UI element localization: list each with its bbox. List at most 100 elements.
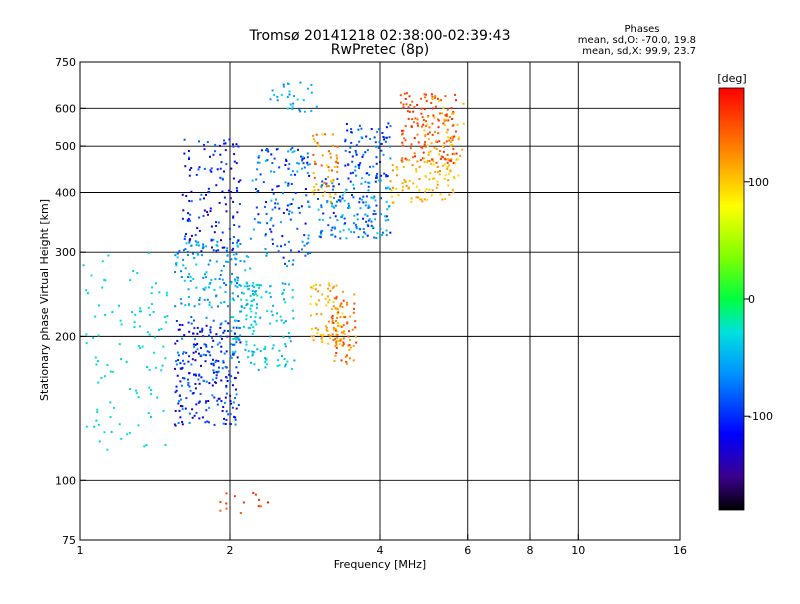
data-point (334, 215, 337, 218)
data-point (327, 169, 330, 172)
data-point (214, 150, 216, 153)
data-point (198, 417, 201, 420)
data-point (337, 311, 340, 314)
data-point (375, 237, 378, 239)
data-point (446, 108, 449, 111)
data-point (225, 283, 227, 286)
data-point (419, 146, 422, 149)
data-point (331, 169, 333, 172)
data-point (344, 149, 347, 152)
data-point (264, 234, 267, 237)
data-point (290, 203, 293, 205)
data-point (331, 202, 333, 205)
data-point (174, 271, 177, 273)
data-point (298, 211, 301, 214)
data-point (390, 195, 393, 198)
data-point (230, 316, 233, 319)
data-point (335, 284, 338, 287)
data-point (232, 143, 234, 146)
data-point (407, 106, 410, 109)
data-point (197, 168, 200, 171)
data-point (215, 295, 217, 298)
data-point (256, 283, 259, 286)
data-point (320, 186, 323, 189)
data-point (302, 156, 304, 159)
data-point (161, 364, 164, 367)
data-point (329, 216, 332, 219)
data-point (448, 193, 451, 196)
data-point (404, 98, 407, 100)
data-point (389, 231, 392, 234)
data-point (428, 178, 431, 181)
data-point (209, 169, 212, 172)
data-point (282, 291, 285, 294)
data-point (206, 420, 209, 423)
colorbar-label: [deg] (717, 72, 746, 85)
data-point (365, 201, 368, 204)
data-point (185, 351, 188, 354)
data-point (187, 378, 189, 381)
data-point (385, 175, 388, 178)
data-point (181, 377, 184, 379)
data-point (376, 130, 379, 133)
data-point (194, 387, 197, 390)
data-point (249, 307, 252, 310)
data-point (391, 164, 394, 167)
data-point (414, 155, 416, 158)
data-point (255, 283, 258, 286)
colorbar (718, 87, 745, 511)
data-point (336, 170, 339, 173)
data-point (314, 163, 317, 165)
data-point (403, 179, 406, 181)
data-point (296, 98, 299, 101)
data-point (407, 117, 410, 120)
data-point (350, 128, 353, 131)
data-point (452, 176, 455, 179)
data-point (310, 328, 313, 330)
data-point (109, 401, 112, 404)
data-point (300, 205, 303, 208)
data-point (307, 234, 310, 237)
data-point (181, 384, 183, 387)
data-point (177, 402, 180, 405)
data-point (457, 174, 460, 177)
data-point (344, 164, 347, 167)
data-point (339, 305, 342, 308)
data-point (132, 270, 135, 272)
data-point (184, 165, 187, 168)
data-point (219, 286, 222, 289)
data-point (287, 83, 290, 85)
data-point (187, 381, 190, 384)
data-point (445, 115, 448, 118)
data-point (452, 162, 455, 165)
data-point (444, 158, 447, 161)
data-point (332, 205, 335, 208)
data-point (272, 192, 275, 195)
chart-title: Tromsø 20141218 02:38:00-02:39:43 (249, 28, 511, 44)
data-point (249, 237, 252, 240)
data-point (182, 351, 185, 354)
data-point (222, 406, 225, 408)
data-point (266, 363, 269, 366)
data-point (375, 145, 378, 148)
data-point (120, 358, 123, 361)
data-point (446, 153, 449, 156)
data-point (237, 404, 240, 406)
data-point (202, 276, 205, 279)
data-point (183, 377, 186, 380)
data-point (174, 342, 177, 345)
data-point (325, 185, 328, 188)
data-point (372, 197, 375, 200)
data-point (191, 358, 194, 361)
data-point (229, 282, 232, 285)
data-point (243, 307, 246, 310)
data-point (219, 326, 222, 329)
data-point (374, 141, 377, 144)
data-point (203, 380, 205, 383)
data-point (208, 406, 211, 409)
data-point (269, 295, 272, 298)
data-point (356, 213, 359, 216)
data-point (441, 164, 444, 167)
data-point (235, 187, 238, 189)
data-point (203, 167, 206, 170)
